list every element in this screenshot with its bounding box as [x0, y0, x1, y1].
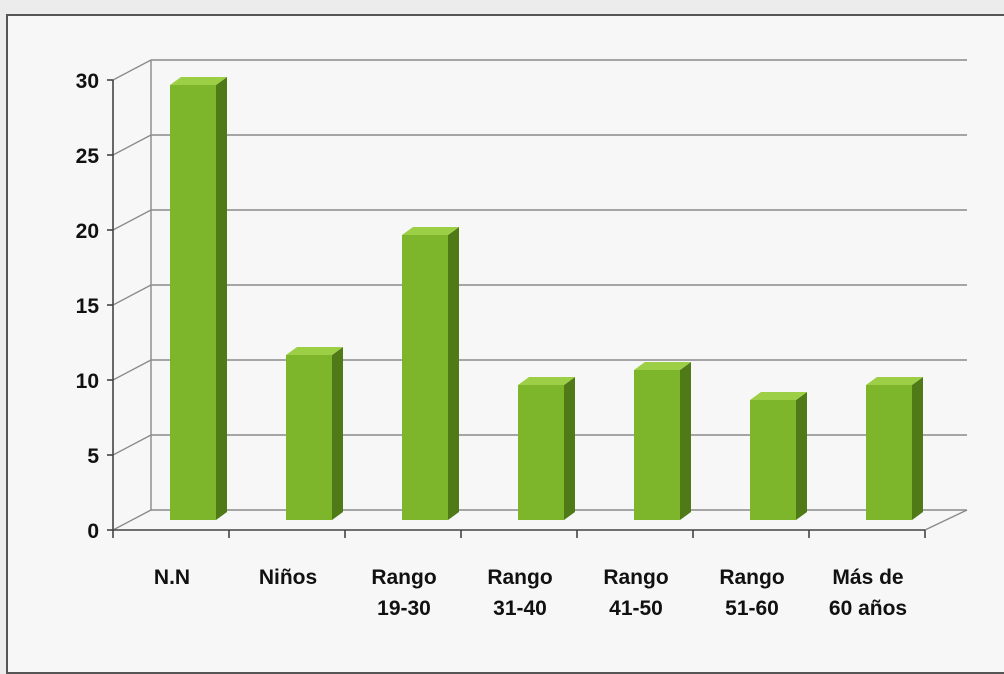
y-tick-label: 30: [76, 70, 99, 93]
bar-front: [402, 235, 448, 520]
x-tick-label-line: Rango: [371, 566, 436, 589]
gridline-connector: [112, 209, 152, 231]
x-tick-label-line: Rango: [719, 566, 784, 589]
y-axis: 0 5 10 15 20 25 30: [76, 70, 114, 543]
bar-front: [518, 385, 564, 520]
x-tick-label-line: 60 años: [829, 597, 907, 620]
x-tick-label: Rango 41-50: [603, 566, 668, 620]
bar: [170, 77, 227, 520]
bar: [750, 392, 807, 520]
bar-front: [170, 85, 216, 520]
y-tick-label: 25: [76, 145, 100, 168]
x-tick-label-line: Niños: [259, 566, 317, 589]
bar-chart: 0 5 10 15 20 25 30 N.N Niños Rango 19-30 Rango 31-4…: [76, 59, 968, 620]
y-tick-label: 15: [76, 295, 100, 318]
gridline-connector: [112, 284, 152, 306]
bar-front: [634, 370, 680, 520]
bar-front: [750, 400, 796, 520]
y-tick-label: 5: [87, 445, 99, 468]
bar-side: [796, 392, 807, 520]
y-tick-label: 0: [87, 520, 99, 543]
floor-edge: [924, 509, 968, 531]
bars: [170, 77, 923, 520]
bar-side: [216, 77, 227, 520]
bar-front: [286, 355, 332, 520]
bar-top: [634, 362, 691, 370]
x-tick-label-line: Rango: [487, 566, 552, 589]
gridline-connector: [112, 359, 152, 381]
bar: [286, 347, 343, 520]
bar-top: [286, 347, 343, 355]
y-tick-label: 20: [76, 220, 99, 243]
bar-top: [402, 227, 459, 235]
x-tick-label-line: 41-50: [609, 597, 663, 620]
bar-top: [866, 377, 923, 385]
x-tick-label-line: 19-30: [377, 597, 431, 620]
gridline-connector: [112, 509, 152, 531]
bar-side: [680, 362, 691, 520]
x-tick-label: Rango 19-30: [371, 566, 436, 620]
bar-side: [448, 227, 459, 520]
x-tick-label: Más de 60 años: [829, 566, 907, 620]
x-tick-label-line: Rango: [603, 566, 668, 589]
gridline-connector: [112, 434, 152, 456]
x-tick-label: Rango 31-40: [487, 566, 552, 620]
bar-top: [750, 392, 807, 400]
x-tick-label: Rango 51-60: [719, 566, 784, 620]
bar-front: [866, 385, 912, 520]
bar: [518, 377, 575, 520]
gridline-connector: [112, 134, 152, 156]
x-tick-label: Niños: [259, 566, 317, 589]
bar: [402, 227, 459, 520]
gridline-connector: [112, 59, 152, 81]
y-tick-label: 10: [76, 370, 99, 393]
bar-side: [912, 377, 923, 520]
x-tick-label-line: 31-40: [493, 597, 547, 620]
x-tick-label-line: N.N: [154, 566, 190, 589]
bar-top: [518, 377, 575, 385]
x-tick-label-line: Más de: [832, 566, 903, 589]
x-tick-label: N.N: [154, 566, 190, 589]
bar: [866, 377, 923, 520]
bar-side: [564, 377, 575, 520]
bar-side: [332, 347, 343, 520]
x-tick-label-line: 51-60: [725, 597, 779, 620]
bar: [634, 362, 691, 520]
bar-top: [170, 77, 227, 85]
